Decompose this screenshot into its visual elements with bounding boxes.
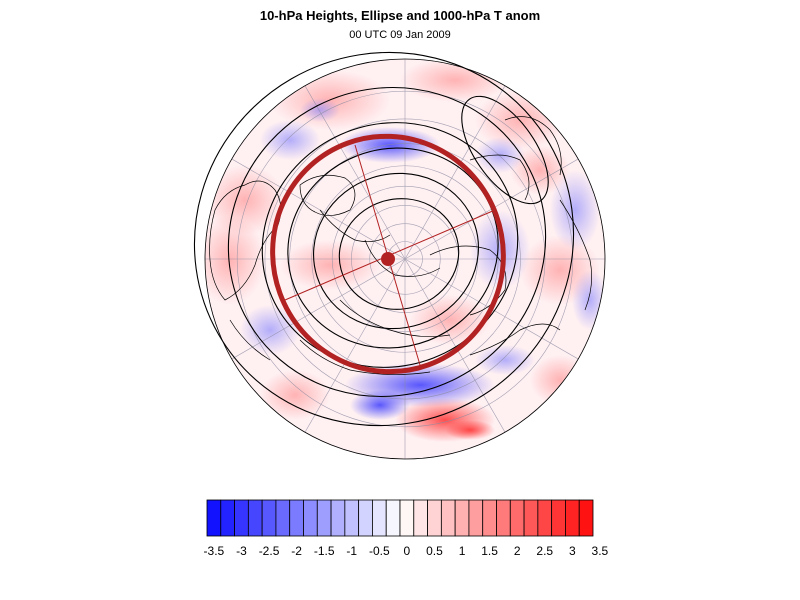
colorbar-tick-label: 0.5 — [426, 544, 443, 558]
colorbar-swatch — [565, 499, 580, 537]
colorbar-tick-label: 0 — [404, 544, 411, 558]
colorbar-tick-label: 2 — [514, 544, 521, 558]
height-contour — [313, 172, 479, 330]
colorbar-swatch — [316, 499, 332, 537]
colorbar-tick-label: 3 — [569, 544, 576, 558]
colorbar-swatch — [523, 499, 539, 537]
colorbar-swatch — [509, 499, 525, 537]
height-contour — [461, 95, 549, 205]
colorbar-swatch — [344, 499, 360, 537]
ellipse-center-dot — [381, 252, 395, 266]
globe-outline — [204, 58, 606, 460]
height-contour — [338, 198, 460, 310]
colorbar-swatch — [399, 499, 415, 537]
colorbar-swatch — [303, 499, 318, 537]
colorbar-swatch — [261, 499, 277, 537]
colorbar-swatch — [427, 499, 442, 537]
colorbar-swatch — [206, 499, 222, 537]
colorbar-swatch — [247, 499, 263, 537]
colorbar-swatch — [454, 499, 470, 537]
colorbar-tick-label: -1 — [346, 544, 357, 558]
height-contour — [261, 122, 519, 368]
colorbar-tick-label: 1.5 — [481, 544, 498, 558]
colorbar-tick-label: -0.5 — [369, 544, 390, 558]
colorbar-swatch — [413, 499, 428, 537]
colorbar-swatch — [385, 499, 401, 537]
colorbar-tick-label: -2.5 — [259, 544, 280, 558]
colorbar-swatch — [234, 499, 249, 537]
height-contour — [193, 51, 575, 427]
colorbar-swatch — [289, 499, 304, 537]
colorbar-swatch — [482, 499, 497, 537]
colorbar-tick-label: -2 — [291, 544, 302, 558]
colorbar-tick-label: 3.5 — [592, 544, 609, 558]
colorbar-swatch — [372, 499, 387, 537]
colorbar-swatch — [330, 499, 346, 537]
colorbar-swatch — [537, 499, 553, 537]
colorbar-swatch — [551, 499, 566, 537]
colorbar-tick-label: -3.5 — [204, 544, 225, 558]
vortex-ellipse — [270, 133, 506, 375]
chart-subtitle: 00 UTC 09 Jan 2009 — [349, 29, 451, 41]
chart-title: 10-hPa Heights, Ellipse and 1000-hPa T a… — [259, 8, 541, 23]
colorbar-tick-label: -1.5 — [314, 544, 335, 558]
colorbar-swatch — [578, 499, 594, 537]
colorbar-swatch — [220, 499, 235, 537]
colorbar-tick-label: -3 — [236, 544, 247, 558]
ellipse-outline — [270, 133, 506, 375]
colorbar-tick-label: 2.5 — [536, 544, 553, 558]
height-contour — [227, 86, 547, 398]
colorbar-swatch — [275, 499, 291, 537]
colorbar-swatch — [496, 499, 511, 537]
colorbar-tick-label: 1 — [459, 544, 466, 558]
colorbar-swatch — [468, 499, 484, 537]
colorbar-swatch — [358, 499, 373, 537]
colorbar-swatch — [440, 499, 456, 537]
